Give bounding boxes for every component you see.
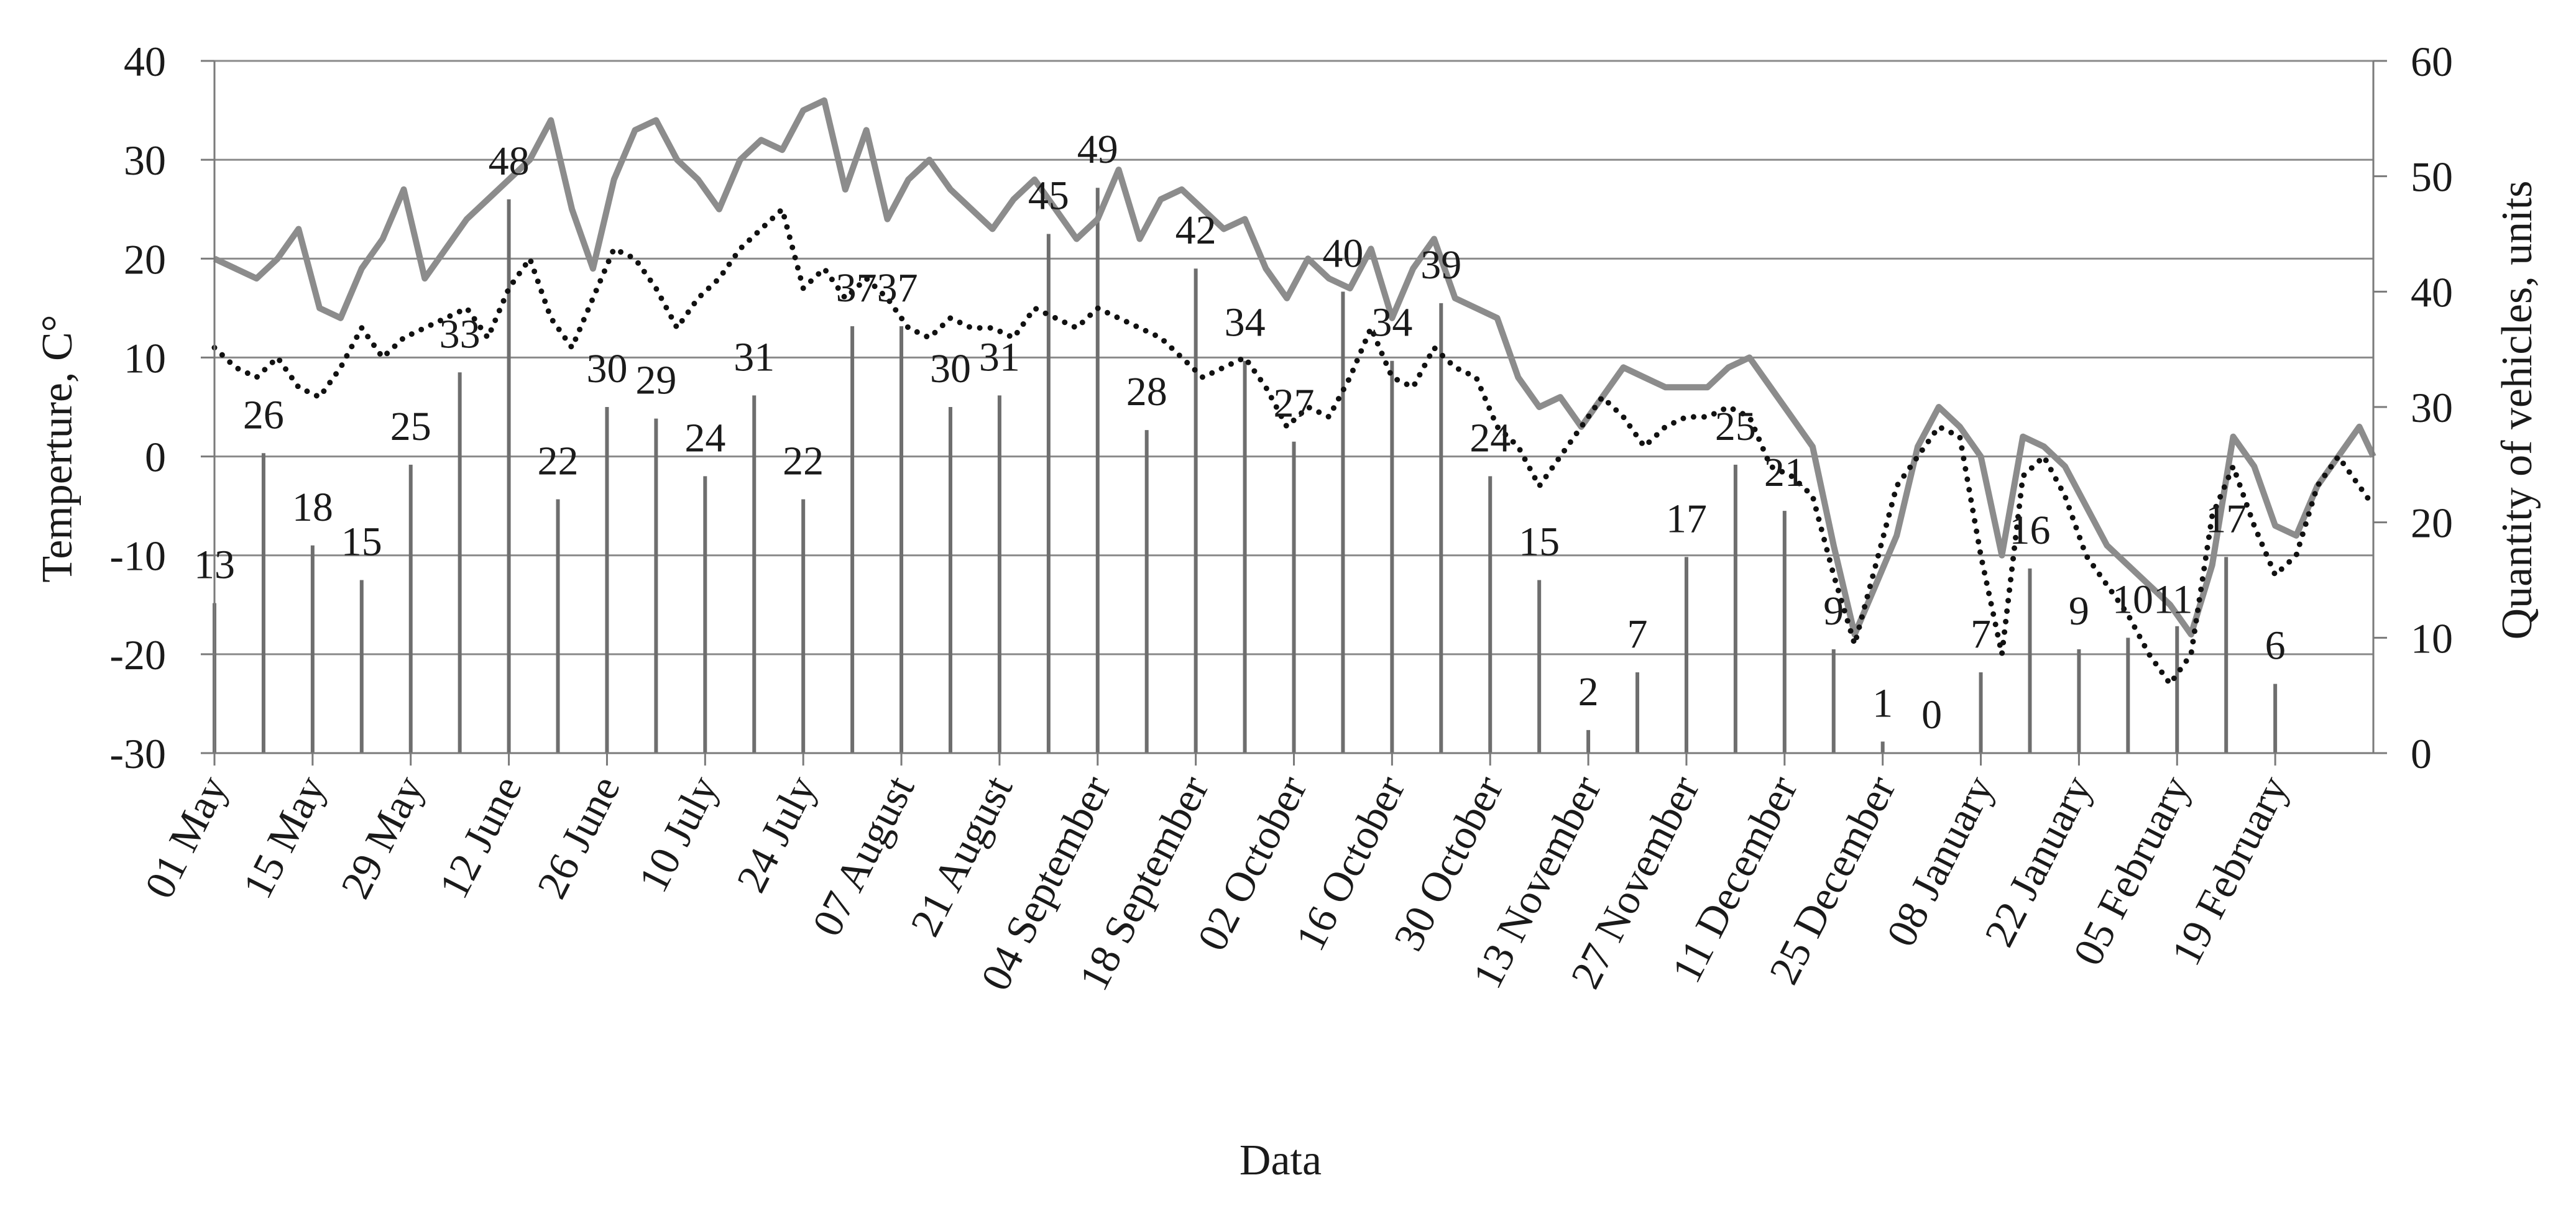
x-tick-label: 26 June (528, 768, 629, 905)
y-axis-right-title: Quantity of vehicles, units (2493, 181, 2541, 640)
bar-value-label: 21 (1764, 450, 1805, 495)
bar-value-label: 25 (1715, 404, 1756, 449)
y-left-tick-label: 20 (124, 236, 166, 283)
y-left-tick-label: 30 (124, 137, 166, 184)
bar-value-label: 34 (1371, 300, 1412, 345)
bar-value-label: 24 (684, 415, 725, 460)
bar-value-label: 33 (439, 311, 481, 357)
bar-value-label: 22 (538, 439, 579, 484)
bar-value-label: 3737 (836, 265, 918, 311)
y-right-tick-label: 60 (2411, 38, 2453, 85)
bar-value-label: 9 (1823, 588, 1844, 634)
bar-value-label: 2 (1578, 669, 1599, 715)
bar-value-label: 30 (586, 346, 627, 391)
bar-value-label: 7 (1971, 611, 1991, 657)
bar-value-label: 28 (1126, 369, 1167, 414)
y-left-tick-label: -10 (109, 533, 166, 580)
bar-value-label: 13 (194, 542, 235, 588)
bar-value-label: 15 (341, 519, 382, 565)
x-tick-label: 12 June (430, 768, 531, 905)
y-left-tick-label: 10 (124, 334, 166, 382)
bar-value-label: 49 (1077, 127, 1118, 172)
x-tick-label: 29 May (331, 768, 433, 905)
y-left-tick-label: 40 (124, 38, 166, 85)
bar-value-label: 34 (1225, 300, 1266, 345)
bar-value-label: 17 (2206, 496, 2247, 541)
bar-value-label: 48 (489, 139, 530, 184)
temperature-line-dotted (211, 206, 2376, 687)
temperature-lines (211, 97, 2376, 687)
bar-value-label: 15 (1519, 519, 1560, 565)
bar-value-label: 1 (1872, 680, 1893, 726)
y-right-tick-label: 40 (2411, 268, 2453, 316)
x-tick-label: 01 May (135, 768, 236, 905)
axes (201, 60, 2387, 766)
y-right-tick-label: 50 (2411, 153, 2453, 201)
bar-value-label: 42 (1175, 208, 1217, 253)
x-axis-title: Data (1240, 1136, 1322, 1184)
bar-value-label: 45 (1028, 173, 1069, 219)
bar-value-label: 9 (2069, 588, 2089, 634)
bar-value-label: 1011 (2112, 577, 2193, 622)
y-left-tick-label: 0 (145, 434, 166, 481)
bar-value-label: 30 (930, 346, 971, 391)
y-left-tick-label: -20 (109, 631, 166, 679)
x-tick-label: 10 July (629, 768, 727, 899)
bar-value-label: 40 (1322, 231, 1363, 276)
bar-value-label: 22 (783, 439, 824, 484)
bar-value-label: 27 (1274, 381, 1315, 426)
y-right-tick-label: 0 (2411, 730, 2432, 777)
bar-value-label: 6 (2265, 623, 2286, 669)
y-right-tick-label: 30 (2411, 384, 2453, 431)
y-right-tick-label: 10 (2411, 615, 2453, 662)
bar-value-label: 7 (1627, 611, 1648, 657)
bar-value-label: 26 (243, 392, 284, 437)
bar-value-label: 31 (979, 334, 1020, 380)
bar-value-label: 0 (1921, 692, 1942, 738)
temperature-line-solid (213, 97, 2376, 638)
y-left-tick-label: -30 (109, 730, 166, 777)
y-right-tick-label: 20 (2411, 500, 2453, 547)
x-tick-label: 15 May (233, 768, 334, 905)
x-tick-label: 24 July (727, 768, 826, 899)
bar-value-label: 39 (1420, 242, 1461, 288)
bar-value-label: 25 (390, 404, 431, 449)
bar-value-label: 24 (1470, 415, 1511, 460)
bar-value-label: 18 (292, 485, 333, 530)
bar-value-label: 31 (734, 334, 775, 380)
bar-value-label: 29 (635, 358, 676, 403)
bar-value-label: 16 (2009, 508, 2050, 553)
bar-value-label: 17 (1666, 496, 1707, 541)
y-axis-left-title: Temperture, C° (34, 314, 81, 582)
